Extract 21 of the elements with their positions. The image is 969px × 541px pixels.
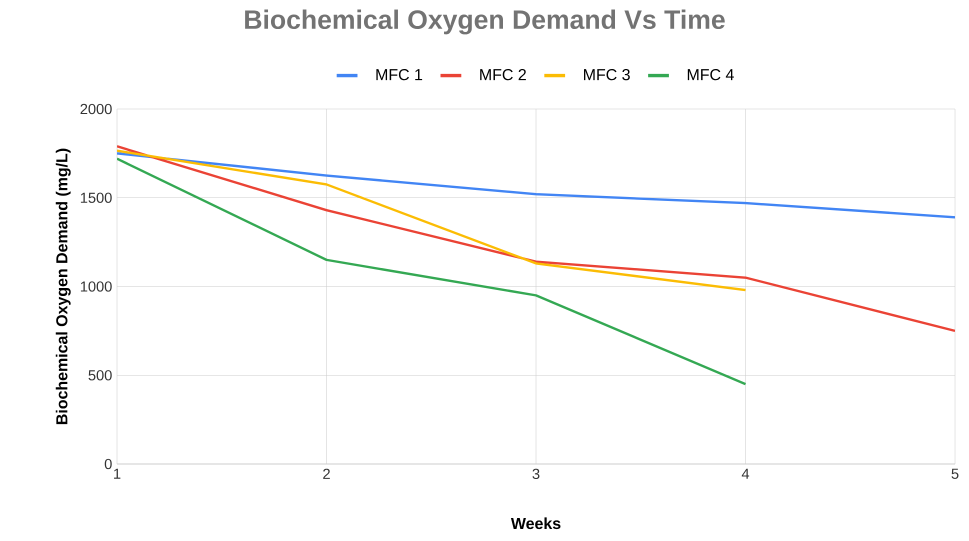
y-tick-label: 2000	[80, 104, 112, 114]
x-tick-label: 2	[323, 468, 330, 479]
x-axis-title: Weeks	[510, 517, 560, 530]
x-tick-label: 4	[742, 468, 750, 479]
y-tick-label: 1500	[80, 192, 112, 203]
y-tick-label: 1000	[80, 281, 112, 292]
x-tick-label: 1	[114, 468, 120, 479]
y-axis-title: Biochemical Oxygen Demand (mg/L)	[56, 148, 71, 424]
line-series	[117, 145, 956, 332]
legend-label: MFC 2	[480, 69, 526, 80]
x-tick-label: 5	[952, 468, 958, 479]
line-series	[117, 158, 747, 386]
y-tick-label: 0	[104, 458, 112, 470]
legend-label: MFC 3	[584, 69, 630, 80]
legend-label: MFC 1	[376, 69, 422, 80]
line-series	[117, 152, 956, 218]
chart-title: Biochemical Oxygen Demand Vs Time	[245, 10, 725, 34]
line-series	[117, 150, 747, 292]
y-tick-label: 500	[88, 370, 112, 380]
legend-label: MFC 4	[688, 69, 734, 80]
x-tick-label: 3	[532, 468, 540, 480]
